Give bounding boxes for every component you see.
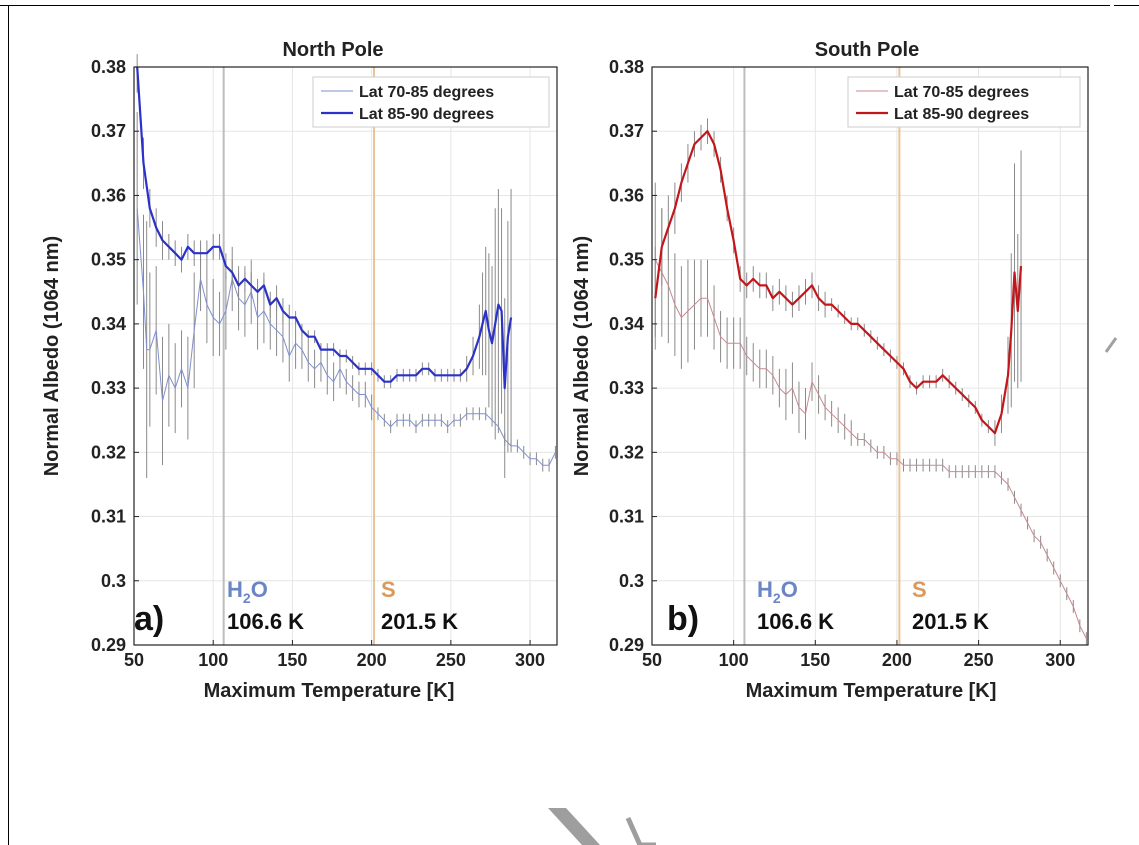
y-tick-label: 0.31 xyxy=(91,507,126,527)
series-lat-70-85 xyxy=(654,182,1087,645)
x-tick-label: 50 xyxy=(642,650,662,670)
legend: Lat 70-85 degrees Lat 85-90 degrees xyxy=(312,76,550,128)
x-tick-label: 250 xyxy=(964,650,994,670)
chart-title: North Pole xyxy=(282,39,383,61)
y-tick-label: 0.3 xyxy=(101,571,126,591)
frame-border-top-right xyxy=(1114,5,1139,6)
scan-mark-corner xyxy=(1104,337,1118,353)
y-tick-label: 0.33 xyxy=(91,378,126,398)
x-tick-label: 100 xyxy=(719,650,749,670)
x-tick-label: 300 xyxy=(515,650,545,670)
s-label: S xyxy=(381,577,396,602)
panel-label: b) xyxy=(667,600,699,638)
series-lat-70-85 xyxy=(136,111,556,479)
y-tick-label: 0.34 xyxy=(91,314,126,334)
legend-label: Lat 70-85 degrees xyxy=(894,84,1029,101)
panel-label: a) xyxy=(134,600,164,638)
y-tick-label: 0.31 xyxy=(609,507,644,527)
y-tick-label: 0.35 xyxy=(91,250,126,270)
y-tick-label: 0.36 xyxy=(609,185,644,205)
h2o-label: H2O xyxy=(227,577,268,606)
legend-label: Lat 70-85 degrees xyxy=(359,84,494,101)
north-pole-panel: 0.29 0.3 0.31 0.32 0.33 0.34 0.35 0.36 0.37 0.38 5… xyxy=(41,39,558,702)
h2o-temperature: 106.6 K xyxy=(227,609,304,634)
x-tick-label: 150 xyxy=(277,650,307,670)
x-tick-label: 200 xyxy=(357,650,387,670)
x-axis-label: Maximum Temperature [K] xyxy=(204,680,455,702)
x-axis-label: Maximum Temperature [K] xyxy=(746,680,997,702)
h2o-temperature: 106.6 K xyxy=(757,609,834,634)
scan-mark-arrow xyxy=(548,808,600,845)
y-tick-label: 0.29 xyxy=(609,635,644,655)
y-tick-label: 0.33 xyxy=(609,378,644,398)
x-tick-label: 300 xyxy=(1045,650,1075,670)
chart-title: South Pole xyxy=(815,39,919,61)
y-tick-label: 0.37 xyxy=(91,121,126,141)
series-line xyxy=(136,66,513,390)
x-tick-label: 200 xyxy=(882,650,912,670)
frame-border-top xyxy=(0,5,1110,6)
y-tick-label: 0.38 xyxy=(609,57,644,77)
legend-box xyxy=(847,76,1081,128)
plot-area-frame xyxy=(651,66,1089,646)
h2o-label: H2O xyxy=(757,577,798,606)
legend-label: Lat 85-90 degrees xyxy=(359,106,494,123)
x-tick-label: 150 xyxy=(800,650,830,670)
legend: Lat 70-85 degrees Lat 85-90 degrees xyxy=(847,76,1081,128)
y-tick-label: 0.35 xyxy=(609,250,644,270)
series-line xyxy=(136,208,556,466)
y-tick-label: 0.32 xyxy=(609,442,644,462)
y-tick-label: 0.37 xyxy=(609,121,644,141)
s-label: S xyxy=(912,577,927,602)
x-tick-label: 250 xyxy=(436,650,466,670)
y-tick-label: 0.36 xyxy=(91,185,126,205)
y-axis-label: Normal Albedo (1064 nm) xyxy=(571,236,593,476)
south-pole-panel: 0.29 0.3 0.31 0.32 0.33 0.34 0.35 0.36 0.37 0.38 5… xyxy=(571,39,1089,702)
legend-box xyxy=(312,76,550,128)
series-line xyxy=(654,259,1087,639)
grid xyxy=(133,66,557,646)
frame-border-left xyxy=(8,5,9,845)
y-tick-label: 0.38 xyxy=(91,57,126,77)
series-lat-85-90 xyxy=(136,54,513,479)
y-tick-label: 0.3 xyxy=(619,571,644,591)
plot-area-frame xyxy=(133,66,558,646)
x-tick-label: 50 xyxy=(124,650,144,670)
legend-label: Lat 85-90 degrees xyxy=(894,106,1029,123)
y-tick-label: 0.34 xyxy=(609,314,644,334)
scan-mark-stroke xyxy=(625,816,656,845)
s-temperature: 201.5 K xyxy=(381,609,458,634)
y-tick-label: 0.32 xyxy=(91,442,126,462)
series-lat-85-90 xyxy=(654,118,1023,446)
x-tick-label: 100 xyxy=(198,650,228,670)
series-line xyxy=(654,130,1023,435)
y-tick-label: 0.29 xyxy=(91,635,126,655)
y-axis-label: Normal Albedo (1064 nm) xyxy=(41,236,63,476)
s-temperature: 201.5 K xyxy=(912,609,989,634)
